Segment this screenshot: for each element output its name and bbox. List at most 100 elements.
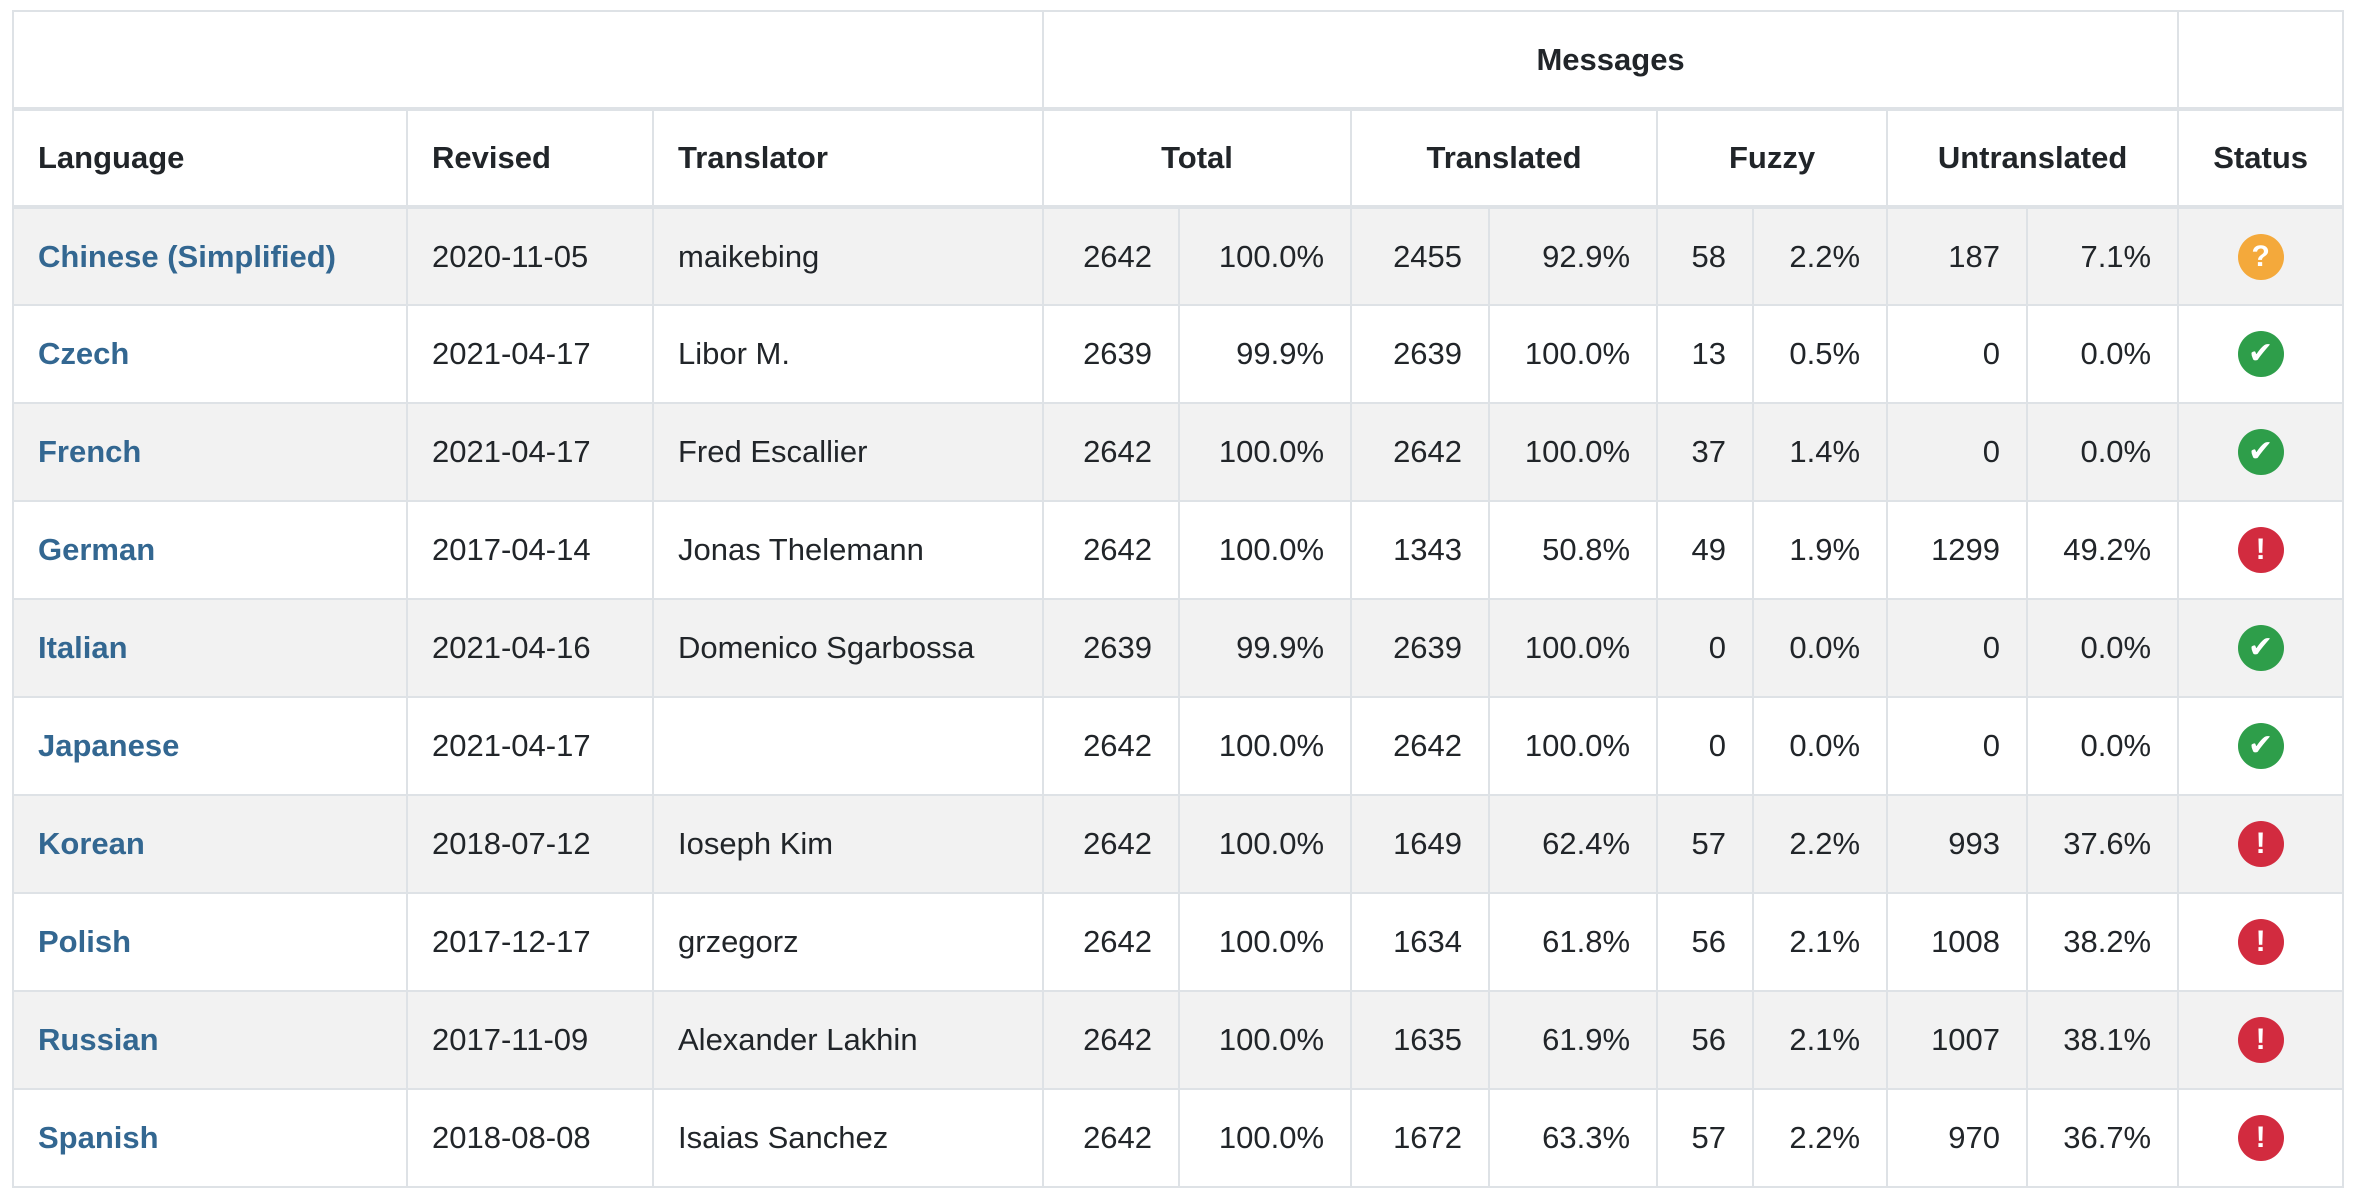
total-percent-cell: 100.0%: [1178, 892, 1353, 992]
translated-count-cell: 1649: [1350, 794, 1491, 894]
untranslated-percent-cell: 0.0%: [2026, 696, 2180, 796]
language-link[interactable]: Italian: [38, 630, 128, 665]
translated-percent-cell: 50.8%: [1488, 500, 1659, 600]
language-link[interactable]: German: [38, 532, 156, 567]
fuzzy-count-cell: 37: [1656, 402, 1755, 502]
revised-cell: 2021-04-17: [406, 696, 654, 796]
table-row: Korean 2018-07-12 Ioseph Kim 2642 100.0%…: [12, 794, 2345, 894]
language-link[interactable]: Japanese: [38, 728, 180, 763]
status-cell: !: [2177, 892, 2345, 992]
total-percent-cell: 100.0%: [1178, 794, 1353, 894]
untranslated-count-cell: 1008: [1886, 892, 2029, 992]
status-cell: !: [2177, 500, 2345, 600]
revised-cell: 2020-11-05: [406, 206, 654, 306]
translation-status-table: Messages Language Revised Translator Tot…: [11, 10, 2345, 1188]
untranslated-percent-cell: 0.0%: [2026, 598, 2180, 698]
exclamation-circle-icon: !: [2237, 1017, 2284, 1063]
fuzzy-count-cell: 57: [1656, 1088, 1755, 1188]
language-link[interactable]: French: [38, 434, 142, 469]
status-cell: ✔: [2177, 304, 2345, 404]
untranslated-count-cell: 187: [1886, 206, 2029, 306]
untranslated-percent-cell: 38.1%: [2026, 990, 2180, 1090]
language-link[interactable]: Polish: [38, 924, 132, 959]
revised-cell: 2021-04-17: [406, 304, 654, 404]
group-header-spacer-right: [2177, 10, 2345, 111]
fuzzy-count-cell: 56: [1656, 892, 1755, 992]
revised-cell: 2021-04-17: [406, 402, 654, 502]
language-cell: French: [12, 402, 408, 502]
translated-count-cell: 2455: [1350, 206, 1491, 306]
translator-cell: Alexander Lakhin: [651, 990, 1045, 1090]
revised-cell: 2021-04-16: [406, 598, 654, 698]
translator-cell: Isaias Sanchez: [651, 1088, 1045, 1188]
translated-count-cell: 2639: [1350, 304, 1491, 404]
fuzzy-percent-cell: 2.1%: [1752, 990, 1889, 1090]
language-cell: Russian: [12, 990, 408, 1090]
total-count-cell: 2642: [1042, 892, 1181, 992]
revised-cell: 2017-11-09: [406, 990, 654, 1090]
table-row: German 2017-04-14 Jonas Thelemann 2642 1…: [12, 500, 2345, 600]
language-link[interactable]: Czech: [38, 336, 130, 371]
status-cell: !: [2177, 794, 2345, 894]
fuzzy-percent-cell: 2.2%: [1752, 206, 1889, 306]
translator-cell: maikebing: [651, 206, 1045, 306]
table-row: Chinese (Simplified) 2020-11-05 maikebin…: [12, 206, 2345, 306]
language-link[interactable]: Spanish: [38, 1120, 159, 1155]
translated-percent-cell: 100.0%: [1488, 696, 1659, 796]
column-header-status: Status: [2177, 108, 2345, 209]
fuzzy-percent-cell: 2.2%: [1752, 794, 1889, 894]
translated-count-cell: 1635: [1350, 990, 1491, 1090]
check-circle-icon: ✔: [2237, 625, 2284, 671]
total-count-cell: 2642: [1042, 1088, 1181, 1188]
column-header-untranslated: Untranslated: [1886, 108, 2180, 209]
language-link[interactable]: Korean: [38, 826, 145, 861]
table-row: Polish 2017-12-17 grzegorz 2642 100.0% 1…: [12, 892, 2345, 992]
status-cell: ✔: [2177, 696, 2345, 796]
total-count-cell: 2642: [1042, 206, 1181, 306]
fuzzy-count-cell: 13: [1656, 304, 1755, 404]
column-header-language: Language: [12, 108, 408, 209]
fuzzy-percent-cell: 2.1%: [1752, 892, 1889, 992]
translator-cell: Fred Escallier: [651, 402, 1045, 502]
language-cell: Italian: [12, 598, 408, 698]
language-link[interactable]: Chinese (Simplified): [38, 238, 336, 274]
fuzzy-percent-cell: 1.4%: [1752, 402, 1889, 502]
translator-cell: Ioseph Kim: [651, 794, 1045, 894]
total-count-cell: 2639: [1042, 598, 1181, 698]
untranslated-count-cell: 970: [1886, 1088, 2029, 1188]
question-circle-icon: ?: [2237, 233, 2284, 280]
fuzzy-count-cell: 49: [1656, 500, 1755, 600]
check-circle-icon: ✔: [2237, 429, 2284, 475]
table-row: French 2021-04-17 Fred Escallier 2642 10…: [12, 402, 2345, 502]
status-cell: ?: [2177, 206, 2345, 306]
status-cell: ✔: [2177, 598, 2345, 698]
exclamation-circle-icon: !: [2237, 1115, 2284, 1161]
untranslated-percent-cell: 0.0%: [2026, 304, 2180, 404]
group-header-spacer-left: [11, 10, 1045, 111]
translated-percent-cell: 62.4%: [1488, 794, 1659, 894]
status-cell: !: [2177, 1088, 2345, 1188]
untranslated-percent-cell: 49.2%: [2026, 500, 2180, 600]
table-row: Spanish 2018-08-08 Isaias Sanchez 2642 1…: [12, 1088, 2345, 1188]
language-cell: Chinese (Simplified): [12, 206, 408, 306]
translator-cell: Jonas Thelemann: [651, 500, 1045, 600]
column-header-fuzzy: Fuzzy: [1656, 108, 1889, 209]
fuzzy-percent-cell: 2.2%: [1752, 1088, 1889, 1188]
group-header-row: Messages: [11, 10, 2345, 111]
exclamation-circle-icon: !: [2237, 527, 2284, 573]
translated-percent-cell: 100.0%: [1488, 402, 1659, 502]
language-cell: German: [12, 500, 408, 600]
untranslated-count-cell: 0: [1886, 696, 2029, 796]
untranslated-count-cell: 0: [1886, 402, 2029, 502]
status-cell: !: [2177, 990, 2345, 1090]
column-header-revised: Revised: [406, 108, 654, 209]
language-link[interactable]: Russian: [38, 1022, 159, 1057]
column-header-translated: Translated: [1350, 108, 1659, 209]
translator-cell: Domenico Sgarbossa: [651, 598, 1045, 698]
column-header-row: Language Revised Translator Total Transl…: [12, 108, 2345, 209]
revised-cell: 2017-04-14: [406, 500, 654, 600]
untranslated-percent-cell: 36.7%: [2026, 1088, 2180, 1188]
table-row: Italian 2021-04-16 Domenico Sgarbossa 26…: [12, 598, 2345, 698]
translated-percent-cell: 92.9%: [1488, 206, 1659, 306]
